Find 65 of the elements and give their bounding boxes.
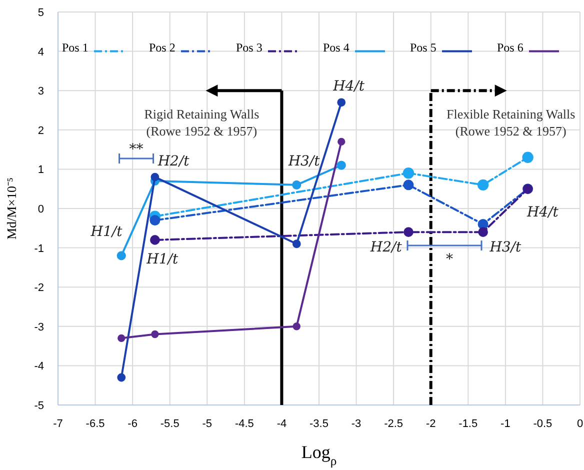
annotation: H3/t: [287, 153, 320, 170]
y-tick-label: 4: [38, 46, 44, 58]
annotation: H4/t: [332, 78, 365, 95]
y-axis-title: Md/M×10⁻⁵: [4, 177, 19, 240]
legend-label: Pos 2: [149, 40, 176, 54]
point: [337, 98, 346, 107]
legend-label: Pos 5: [410, 40, 436, 54]
x-tick-label: -5.5: [160, 418, 180, 430]
legend-label: Pos 1: [62, 40, 88, 54]
point: [336, 160, 346, 170]
x-tick-label: -2.5: [384, 418, 404, 430]
legend-label: Pos 3: [236, 40, 262, 54]
y-tick-label: -1: [34, 242, 44, 255]
y-tick-label: -3: [34, 321, 44, 334]
point: [292, 180, 302, 190]
y-tick-label: -2: [34, 282, 44, 294]
annotation: *: [446, 252, 453, 268]
annotation: H1/t: [146, 252, 178, 268]
x-tick-label: -6: [128, 418, 138, 430]
y-tick-label: 5: [38, 7, 44, 19]
point: [402, 168, 414, 179]
x-tick-label: 0: [576, 418, 584, 430]
y-tick-label: 0: [38, 204, 44, 216]
annotation: H1/t: [90, 224, 123, 240]
point: [150, 172, 160, 182]
point: [151, 330, 159, 338]
y-tick-label: 3: [38, 86, 44, 98]
point: [338, 138, 346, 146]
annotation: H2/t: [156, 153, 190, 170]
x-tick-label: -3.5: [310, 418, 328, 430]
x-tick-label: -5: [202, 418, 212, 430]
x-tick-label: -4: [276, 418, 287, 430]
point: [292, 322, 300, 330]
point: [477, 179, 489, 191]
point: [150, 215, 160, 226]
annotation: Flexible Retaining Walls (Rowe 1952 & 1957): [446, 106, 576, 139]
legend-label: Pos 6: [497, 40, 524, 54]
point: [404, 227, 414, 237]
y-tick-label: 2: [38, 124, 44, 137]
y-tick-label: -5: [34, 400, 44, 412]
x-tick-label: -3: [351, 418, 362, 430]
y-tick-label: -4: [34, 360, 44, 373]
point: [118, 334, 126, 342]
x-tick-label: -0.5: [533, 418, 552, 430]
x-axis-title: Log$_{ρ}$: [301, 442, 337, 468]
x-tick-label: -1.5: [458, 418, 478, 430]
y-tick-label: 1: [38, 164, 44, 176]
x-tick-label: -7: [53, 418, 63, 430]
point: [117, 373, 126, 382]
x-tick-label: -4.5: [234, 418, 254, 430]
point: [150, 235, 160, 245]
point: [478, 227, 488, 237]
annotation: H4/t: [526, 204, 559, 220]
annotation: H2/t: [369, 240, 402, 256]
annotation: **: [129, 141, 144, 158]
point: [403, 180, 414, 190]
x-tick-label: -1: [500, 418, 510, 430]
point: [116, 251, 126, 260]
point: [292, 240, 301, 248]
x-tick-label: -2: [426, 418, 436, 430]
annotation: H3/t: [488, 240, 522, 256]
legend-label: Pos 4: [323, 40, 350, 54]
x-tick-label: -6.5: [86, 418, 105, 430]
annotation: Rigid Retaining Walls (Rowe 1952 & 1957): [144, 106, 260, 139]
point: [522, 152, 534, 164]
